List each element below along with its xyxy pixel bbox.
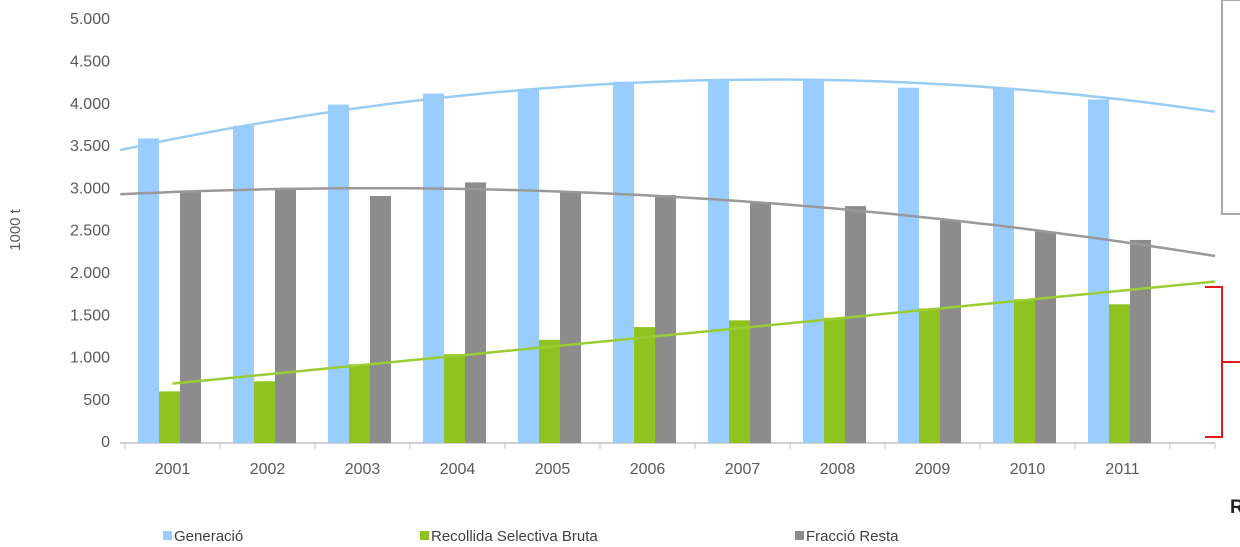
legend-label: Generació: [174, 528, 243, 545]
legend-swatch: [420, 531, 429, 540]
legend-swatch: [163, 531, 172, 540]
bar: [275, 188, 296, 443]
legend-label: Recollida Selectiva Bruta: [431, 528, 598, 545]
bar: [919, 308, 940, 443]
bar: [233, 125, 254, 443]
annotation: R: [1230, 497, 1240, 518]
legend-label: Fracció Resta: [806, 528, 899, 545]
y-tick-label: 0: [101, 434, 110, 451]
bar: [349, 364, 370, 443]
trendline: [172, 280, 1216, 385]
x-tick-label: 2007: [725, 461, 761, 478]
x-tick-label: 2003: [345, 461, 381, 478]
side-box: [1221, 0, 1240, 215]
y-tick-label: 1.000: [70, 350, 110, 367]
bar: [159, 391, 180, 443]
trendline: [120, 186, 1216, 258]
x-tick-label: 2001: [155, 461, 191, 478]
bar: [465, 182, 486, 443]
x-tick-label: 2009: [915, 461, 951, 478]
bar: [750, 201, 771, 443]
x-tick-label: 2005: [535, 461, 571, 478]
y-axis-label: 1000 t: [7, 208, 24, 251]
bar: [655, 195, 676, 443]
bar: [1014, 299, 1035, 443]
bar: [993, 87, 1014, 444]
y-tick-label: 4.500: [70, 54, 110, 71]
bar: [729, 320, 750, 443]
bar: [370, 195, 391, 443]
bar: [940, 220, 961, 443]
x-tick-label: 2010: [1010, 461, 1046, 478]
y-tick-label: 3.500: [70, 138, 110, 155]
bar: [560, 191, 581, 443]
y-tick-label: 500: [83, 392, 110, 409]
x-tick-label: 2002: [250, 461, 286, 478]
bar: [254, 381, 275, 443]
x-tick-label: 2008: [820, 461, 856, 478]
bar: [898, 87, 919, 444]
bar: [328, 104, 349, 443]
bar: [803, 79, 824, 443]
bar: [1109, 304, 1130, 443]
bar: [845, 206, 866, 443]
bar: [613, 81, 634, 444]
bar: [180, 190, 201, 443]
legend-swatch: [795, 531, 804, 540]
bar: [1035, 231, 1056, 443]
y-tick-label: 1.500: [70, 307, 110, 324]
bar: [708, 80, 729, 443]
trendline: [120, 78, 1216, 152]
bar: [444, 354, 465, 443]
x-tick-label: 2004: [440, 461, 476, 478]
x-tick-label: 2006: [630, 461, 666, 478]
bracket: [1205, 286, 1240, 438]
bar: [634, 327, 655, 443]
y-tick-label: 5.000: [70, 11, 110, 28]
bar: [1088, 99, 1109, 444]
bar: [539, 339, 560, 443]
x-tick-label: 2011: [1105, 461, 1140, 478]
bar: [518, 89, 539, 443]
bar: [138, 138, 159, 443]
y-tick-label: 4.000: [70, 96, 110, 113]
y-tick-label: 2.500: [70, 223, 110, 240]
y-tick-label: 2.000: [70, 265, 110, 282]
bar: [824, 317, 845, 443]
bar: [423, 93, 444, 444]
bar: [1130, 239, 1151, 443]
y-tick-label: 3.000: [70, 180, 110, 197]
